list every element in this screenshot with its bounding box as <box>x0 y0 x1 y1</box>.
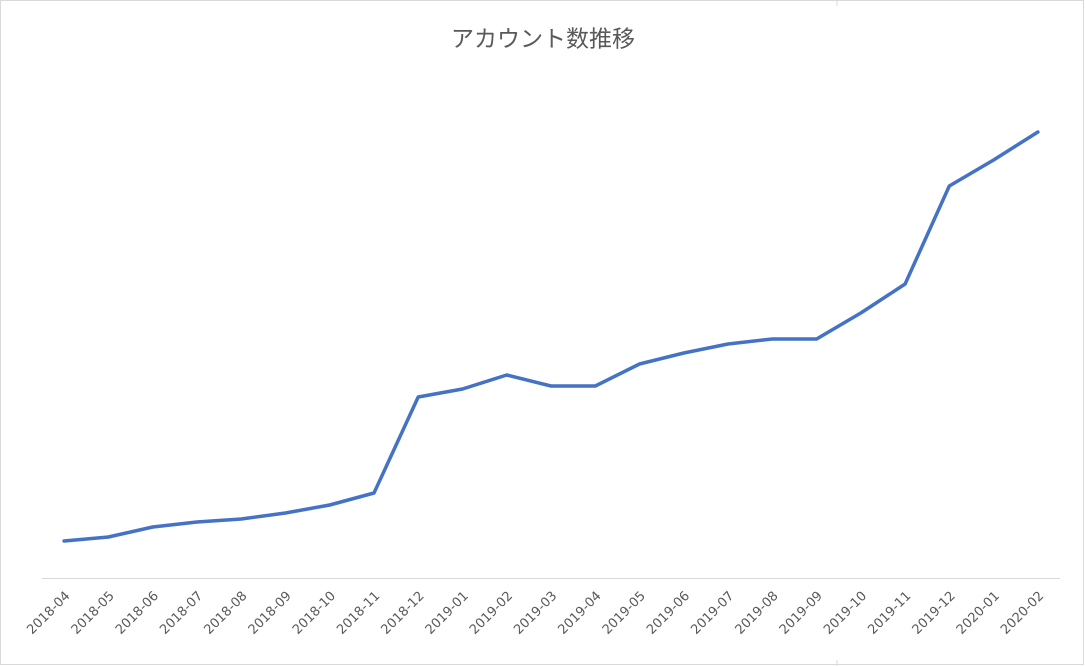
chart-title: アカウント数推移 <box>451 27 635 53</box>
data-line <box>62 130 1040 543</box>
